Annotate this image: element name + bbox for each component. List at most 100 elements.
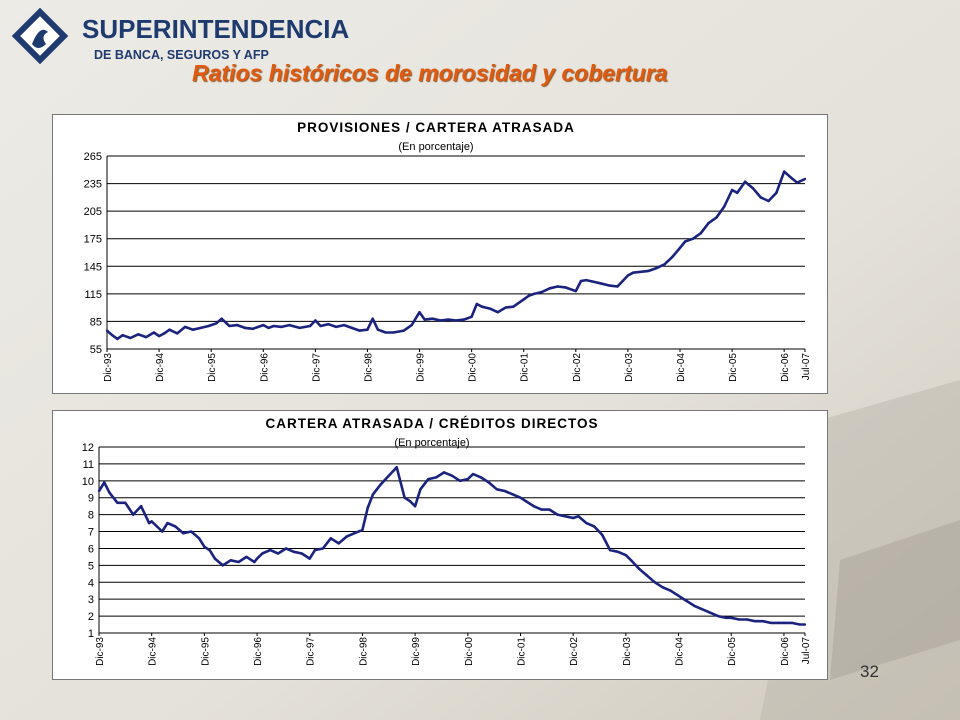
x-tick-label: Dic-93	[95, 637, 106, 666]
data-point	[300, 552, 304, 555]
data-point	[462, 318, 466, 321]
data-point	[384, 331, 387, 334]
data-point	[155, 525, 159, 528]
y-tick-label: 8	[88, 510, 94, 522]
data-point	[439, 319, 442, 322]
data-point	[413, 504, 417, 508]
data-point	[769, 621, 772, 625]
data-point	[723, 205, 726, 208]
y-tick-label: 6	[88, 543, 94, 555]
y-tick-label: 85	[90, 316, 102, 328]
y-tick-label: 175	[84, 234, 102, 246]
data-point	[753, 619, 757, 623]
data-point	[272, 324, 275, 328]
y-tick-label: 115	[84, 289, 102, 301]
chart-subtitle: (En porcentaje)	[394, 437, 469, 449]
data-point	[253, 560, 256, 564]
y-tick-label: 205	[84, 206, 102, 218]
data-point	[677, 594, 680, 597]
data-point	[288, 323, 291, 327]
data-point	[208, 548, 211, 552]
data-point	[574, 289, 578, 293]
y-tick-label: 55	[90, 344, 102, 356]
data-point	[592, 280, 596, 284]
data-point	[532, 292, 536, 296]
y-tick-label: 5	[88, 560, 94, 572]
data-point	[395, 466, 398, 469]
data-point	[371, 317, 374, 320]
data-point	[345, 535, 348, 538]
data-point	[701, 608, 704, 611]
data-point	[653, 581, 657, 584]
data-point	[707, 221, 710, 225]
data-point	[111, 334, 114, 337]
data-point	[724, 616, 728, 619]
data-point	[269, 548, 272, 552]
data-point	[147, 521, 151, 525]
x-tick-label: Dic-99	[416, 353, 427, 382]
data-point	[661, 586, 664, 589]
data-point	[161, 530, 164, 533]
data-point	[600, 282, 604, 285]
data-point	[199, 326, 202, 330]
data-point	[532, 504, 535, 508]
x-tick-label: Dic-05	[728, 353, 739, 382]
x-tick-label: Dic-98	[363, 353, 374, 382]
data-point	[626, 274, 630, 277]
data-point	[488, 307, 492, 310]
data-point	[788, 175, 791, 178]
data-point	[329, 537, 333, 540]
data-point	[313, 548, 317, 552]
data-point	[442, 471, 446, 474]
x-tick-label: Dic-02	[569, 637, 580, 666]
logo-subtitle: DE BANCA, SEGUROS Y AFP	[94, 48, 269, 62]
data-point	[585, 278, 588, 282]
x-tick-label: Dic-04	[676, 353, 687, 382]
data-point	[183, 325, 187, 329]
data-point	[327, 322, 330, 326]
data-point	[419, 488, 422, 491]
logo-title: SUPERINTENDENCIA	[82, 14, 350, 44]
y-tick-label: 235	[84, 179, 102, 191]
data-point	[593, 525, 596, 528]
data-point	[564, 286, 567, 289]
data-point	[431, 317, 434, 320]
data-point	[182, 532, 185, 535]
data-point	[284, 547, 288, 550]
data-point	[608, 284, 611, 287]
data-point	[655, 266, 658, 270]
data-point	[585, 521, 588, 525]
data-point	[663, 263, 666, 266]
data-point	[376, 328, 380, 331]
data-point	[624, 554, 628, 557]
y-tick-label: 9	[88, 493, 94, 505]
data-point	[803, 177, 807, 181]
data-point	[255, 557, 259, 560]
data-point	[716, 614, 720, 618]
y-tick-label: 3	[88, 594, 94, 606]
x-tick-label: Jul-07	[801, 353, 812, 381]
data-point	[761, 619, 765, 623]
data-point	[342, 323, 346, 327]
data-point	[132, 513, 135, 516]
data-point	[782, 170, 786, 173]
y-tick-label: 145	[84, 261, 102, 273]
data-point	[197, 537, 201, 540]
data-point	[314, 319, 317, 322]
data-point	[527, 294, 531, 297]
x-tick-label: Dic-96	[259, 353, 270, 382]
data-point	[730, 616, 733, 619]
y-tick-label: 265	[84, 151, 102, 163]
data-point	[423, 318, 426, 321]
data-point	[693, 604, 696, 608]
data-point	[446, 318, 450, 321]
data-point	[176, 332, 179, 335]
data-point	[108, 491, 111, 494]
x-tick-label: Dic-99	[411, 637, 422, 666]
data-point	[715, 216, 718, 219]
data-point	[454, 319, 458, 322]
data-point	[262, 323, 265, 327]
data-point	[608, 548, 612, 552]
data-point	[522, 298, 525, 301]
data-point	[215, 322, 218, 325]
